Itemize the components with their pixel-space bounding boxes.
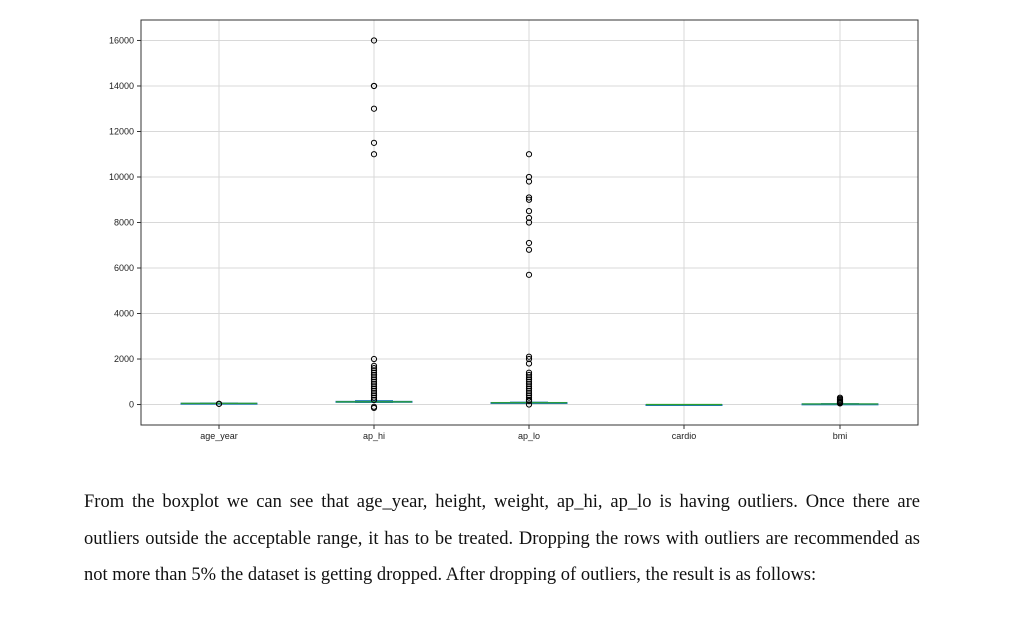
outlier-point [525,394,533,401]
outlier-point [525,246,533,253]
outlier-point [525,219,533,226]
box-ap-lo [490,151,568,408]
outlier-point [525,385,533,392]
outlier-point [525,398,533,405]
outlier-point [215,400,223,407]
outlier-point [370,394,378,401]
grid-lines [141,20,918,425]
outlier-point [370,383,378,390]
box-bmi [801,394,879,407]
outlier-point [370,369,378,376]
box-age-year [180,400,258,407]
y-tick-label: 16000 [109,35,134,45]
outlier-point [370,392,378,399]
outlier-point [370,105,378,112]
outlier-point [370,374,378,381]
x-tick-label-bmi: bmi [833,431,848,441]
outlier-point [370,387,378,394]
box-ap-hi [335,37,413,412]
x-axis: age_year ap_hi ap_lo cardio bmi [200,425,847,441]
outlier-point [370,376,378,383]
y-tick-label: 14000 [109,81,134,91]
outlier-point [370,367,378,374]
plot-frame [140,19,919,426]
outlier-point [370,404,378,412]
y-tick-label: 8000 [114,218,134,228]
outlier-point [525,371,533,379]
outlier-point [370,385,378,392]
y-tick-label: 4000 [114,309,134,319]
y-tick-label: 12000 [109,126,134,136]
y-tick-label: 6000 [114,263,134,273]
outlier-point [525,369,533,376]
y-tick-label: 0 [129,400,134,410]
outlier-point [525,196,533,203]
outlier-point [370,355,378,363]
outlier-point [525,353,533,360]
box-cardio [645,403,723,406]
x-tick-label-ap-lo: ap_lo [518,431,540,441]
outlier-point [370,390,378,397]
outlier-point [370,139,378,146]
outlier-point [525,376,533,383]
description-paragraph: From the boxplot we can see that age_yea… [84,492,920,585]
boxes [180,37,879,412]
outlier-point [525,208,533,215]
outlier-point [370,37,378,44]
outlier-point [370,378,378,385]
outlier-point [525,194,533,201]
outlier-point [370,365,378,372]
outlier-point [525,355,533,363]
outlier-point [370,396,378,404]
outlier-point [525,151,533,158]
outlier-point [370,362,378,369]
outlier-point [370,380,378,388]
outlier-point [525,383,533,390]
x-tick-label-ap-hi: ap_hi [363,431,385,441]
outlier-point [525,378,533,385]
outlier-point [525,374,533,381]
outlier-point [525,387,533,394]
outlier-point [370,151,378,158]
y-axis: 0 2000 4000 6000 8000 10000 12000 14000 16000 [109,35,141,410]
outlier-point [525,390,533,397]
outlier-point [525,239,533,247]
outlier-point [525,271,533,278]
x-tick-label-age-year: age_year [200,431,238,441]
outlier-point [525,173,533,181]
y-tick-label: 10000 [109,172,134,182]
x-tick-label-cardio: cardio [672,431,697,441]
outlier-point [525,178,533,185]
outlier-point [525,360,533,367]
outlier-point [836,400,844,407]
boxplot-chart: 0 2000 4000 6000 8000 10000 12000 14000 16000 ag… [109,19,919,441]
y-tick-label: 2000 [114,354,134,364]
outlier-point [370,82,378,90]
outlier-point [525,401,533,408]
outlier-point [525,214,533,222]
outlier-point [370,371,378,379]
outlier-point [525,380,533,388]
